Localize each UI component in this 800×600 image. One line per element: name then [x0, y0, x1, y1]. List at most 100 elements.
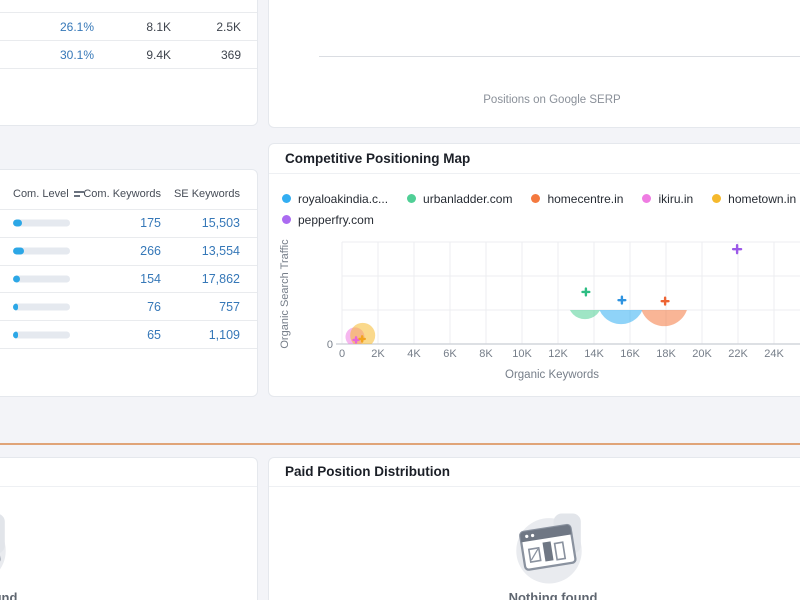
browser-chart-icon — [516, 513, 582, 584]
x-tick-label: 8K — [479, 348, 493, 360]
column-label: Com. Level — [13, 188, 69, 200]
competition-level-bar — [13, 247, 70, 255]
y-tick-label: 0 — [327, 339, 333, 351]
legend-label: pepperfry.com — [298, 212, 374, 227]
table-row: 65 1,109 — [0, 321, 257, 349]
se-keywords-link[interactable]: 13,554 — [201, 244, 240, 259]
cell-value: 369 — [220, 47, 241, 62]
x-tick-label: 12K — [548, 348, 568, 360]
com-keywords-link[interactable]: 76 — [147, 299, 161, 314]
divider — [0, 209, 257, 210]
legend-label: homecentre.in — [547, 191, 624, 206]
sort-icon[interactable] — [73, 190, 84, 198]
table-row: 76 757 — [0, 293, 257, 322]
com-keywords-link[interactable]: 65 — [147, 327, 161, 342]
legend-label: hometown.in — [728, 191, 797, 206]
table-row: 26.1% 8.1K 2.5K — [0, 13, 257, 41]
x-tick-label: 20K — [692, 348, 712, 360]
competition-level-bar — [13, 303, 70, 311]
legend-item[interactable]: pepperfry.com — [282, 213, 374, 227]
card-header — [0, 458, 257, 487]
cell-value: 9.4K — [146, 47, 171, 62]
bubble-royaloakindia.c...[interactable] — [598, 277, 645, 325]
card-title: Competitive Positioning Map — [285, 151, 471, 166]
legend-item[interactable]: homecentre.in — [531, 192, 623, 206]
paid-position-card: Paid Position Distribution Nothing found — [268, 457, 800, 600]
plus-marker-urbanladder.com[interactable] — [581, 287, 591, 297]
browser-chart-icon — [0, 514, 6, 571]
column-header-com-keywords[interactable]: Com. Keywords — [83, 188, 161, 200]
legend-item[interactable]: ikiru.in — [642, 192, 693, 206]
legend-label: royaloakindia.c... — [298, 191, 389, 206]
se-keywords-link[interactable]: 17,862 — [201, 271, 240, 286]
overview-table-card: 26.1% 8.1K 2.5K 30.1% 9.4K 369 — [0, 0, 258, 126]
empty-state-text: Nothing found — [508, 590, 598, 600]
com-keywords-link[interactable]: 154 — [140, 271, 161, 286]
x-tick-label: 14K — [584, 348, 604, 360]
competition-level-bar — [13, 219, 70, 227]
competition-level-bar — [13, 275, 70, 283]
plus-marker-hometown.in[interactable] — [358, 335, 366, 343]
legend-item[interactable]: hometown.in — [712, 192, 796, 206]
competition-level-bar — [13, 331, 70, 339]
serp-chart-card: Positions on Google SERP — [268, 0, 800, 128]
table-row: 175 15,503 — [0, 210, 257, 238]
table-row: 154 17,862 — [0, 266, 257, 294]
card-header: Paid Position Distribution — [269, 458, 800, 487]
table-row-cropped — [0, 0, 257, 13]
plus-marker-homecentre.in[interactable] — [660, 296, 670, 306]
table-row: 266 13,554 — [0, 238, 257, 266]
bottom-left-card: Nothing found — [0, 457, 258, 600]
plus-marker-ikiru.in[interactable] — [352, 336, 360, 344]
x-tick-label: 4K — [407, 348, 421, 360]
com-keywords-link[interactable]: 175 — [140, 216, 161, 231]
column-header-com-level[interactable]: Com. Level — [13, 188, 84, 200]
x-tick-label: 16K — [620, 348, 640, 360]
y-axis-label: Organic Search Traffic — [279, 239, 291, 349]
x-axis-label: Organic Keywords — [505, 369, 599, 381]
legend-dot-icon — [407, 194, 417, 203]
chart-legend: royaloakindia.c... urbanladder.com homecen… — [282, 188, 800, 230]
empty-state-text: Nothing found — [0, 590, 18, 600]
x-tick-label: 22K — [728, 348, 748, 360]
legend-dot-icon — [282, 215, 291, 224]
se-keywords-link[interactable]: 757 — [219, 299, 240, 314]
positioning-map-chart[interactable]: 0 2K 4K 6K 8K 10K 12K 14K 16K 18K 20K 22K 24K 0 Organi… — [268, 230, 800, 394]
legend-dot-icon — [642, 194, 652, 203]
chart-caption: Positions on Google SERP — [483, 94, 621, 106]
legend-dot-icon — [712, 194, 722, 203]
legend-dot-icon — [282, 194, 291, 203]
chart-axis-line — [319, 56, 800, 57]
legend-dot-icon — [531, 194, 541, 203]
section-divider — [0, 443, 800, 445]
table-row: 30.1% 9.4K 369 — [0, 41, 257, 69]
percent-link[interactable]: 30.1% — [59, 47, 94, 62]
card-title: Paid Position Distribution — [285, 464, 450, 479]
x-tick-label: 2K — [371, 348, 385, 360]
x-tick-label: 24K — [764, 348, 784, 360]
cell-value: 2.5K — [216, 19, 241, 34]
percent-link[interactable]: 26.1% — [59, 19, 94, 34]
competitors-table-card: Com. Level Com. Keywords SE Keywords 175… — [0, 169, 258, 397]
plus-marker-royaloakindia.c...[interactable] — [617, 295, 627, 305]
legend-label: urbanladder.com — [423, 191, 513, 206]
com-keywords-link[interactable]: 266 — [140, 244, 161, 259]
se-keywords-link[interactable]: 15,503 — [201, 216, 240, 231]
positioning-map-card: Competitive Positioning Map royaloakindi… — [268, 143, 800, 397]
legend-item[interactable]: urbanladder.com — [407, 192, 512, 206]
bubble-homecentre.in[interactable] — [640, 278, 688, 327]
x-tick-label: 10K — [512, 348, 532, 360]
bubble-urbanladder.com[interactable] — [568, 285, 602, 320]
cell-value: 8.1K — [146, 19, 171, 34]
column-header-se-keywords[interactable]: SE Keywords — [173, 188, 240, 200]
plus-marker-pepperfry.com[interactable] — [731, 243, 743, 255]
x-tick-label: 6K — [443, 348, 457, 360]
x-tick-label: 18K — [656, 348, 676, 360]
legend-item[interactable]: royaloakindia.c... — [282, 192, 388, 206]
table-header: Com. Level Com. Keywords SE Keywords — [0, 183, 257, 209]
se-keywords-link[interactable]: 1,109 — [208, 327, 240, 342]
divider — [269, 173, 800, 174]
x-tick-label: 0 — [339, 348, 345, 360]
legend-label: ikiru.in — [658, 191, 694, 206]
